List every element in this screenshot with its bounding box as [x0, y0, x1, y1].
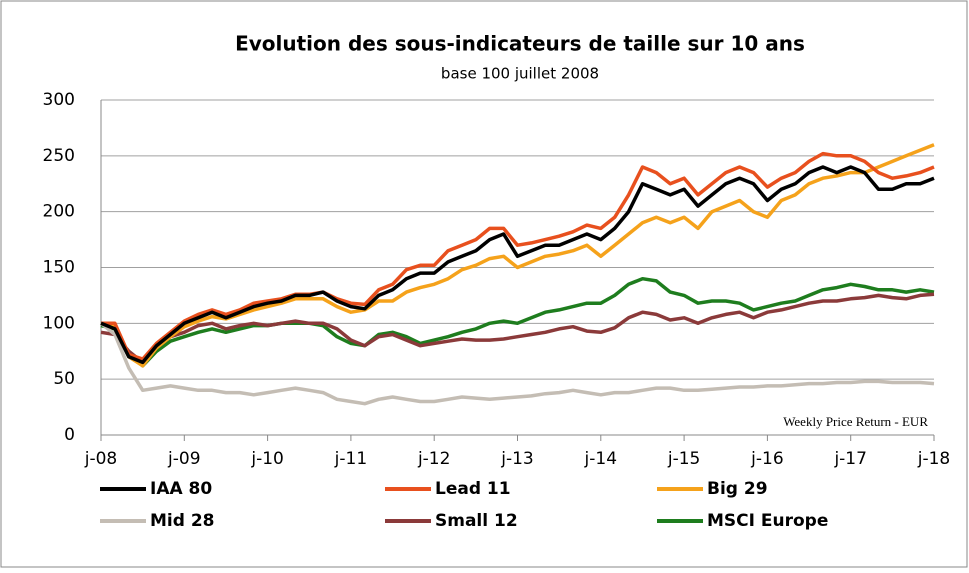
- x-tick-label: j-13: [500, 449, 534, 469]
- legend-label: MSCI Europe: [707, 511, 828, 531]
- x-tick-label: j-15: [667, 449, 701, 469]
- y-tick-label: 50: [53, 369, 75, 389]
- y-tick-label: 150: [43, 258, 75, 278]
- y-tick-label: 100: [43, 313, 75, 333]
- x-tick-label: j-18: [917, 449, 951, 469]
- x-tick-label: j-14: [584, 449, 618, 469]
- annotation: Weekly Price Return - EUR: [783, 414, 928, 429]
- x-tick-label: j-16: [750, 449, 784, 469]
- chart-title: Evolution des sous-indicateurs de taille…: [235, 32, 805, 56]
- y-tick-label: 250: [43, 146, 75, 166]
- y-tick-label: 0: [64, 425, 75, 445]
- legend-label: Small 12: [435, 511, 518, 531]
- series-line: [101, 151, 935, 361]
- legend-label: IAA 80: [150, 479, 212, 499]
- x-tick-label: j-08: [84, 449, 118, 469]
- series-line: [99, 321, 935, 406]
- legend-label: Big 29: [707, 479, 768, 499]
- series-line: [100, 276, 935, 368]
- y-tick-label: 300: [43, 90, 75, 110]
- x-tick-label: j-11: [334, 449, 368, 469]
- y-tick-label: 200: [43, 202, 75, 222]
- x-tick-label: j-09: [167, 449, 201, 469]
- series-line: [100, 143, 935, 368]
- series-line: [100, 292, 935, 365]
- legend-label: Mid 28: [150, 511, 215, 531]
- x-tick-label: j-17: [833, 449, 867, 469]
- series-line: [100, 165, 935, 365]
- legend-label: Lead 11: [435, 479, 511, 499]
- chart-subtitle: base 100 juillet 2008: [441, 65, 599, 83]
- x-tick-label: j-12: [417, 449, 451, 469]
- x-tick-label: j-10: [250, 449, 284, 469]
